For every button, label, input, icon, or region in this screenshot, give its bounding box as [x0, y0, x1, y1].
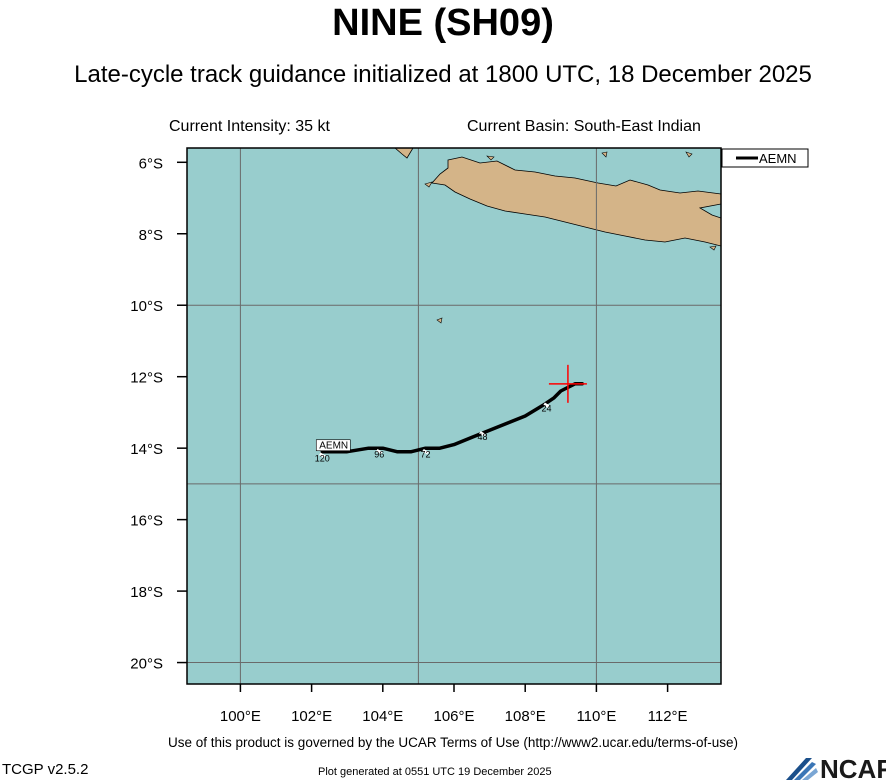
track-hour-label: 96	[374, 450, 384, 460]
track-line-aemn	[320, 382, 584, 454]
island-small	[424, 181, 433, 188]
track-map: 100°E 102°E 104°E 106°E 108°E 110°E 112°E 6°S 8…	[130, 147, 809, 725]
track-hour-tick	[375, 448, 383, 455]
island-small	[436, 317, 443, 324]
y-tick-label: 6°S	[139, 155, 163, 172]
y-axis: 6°S 8°S 10°S 12°S 14°S 16°S 18°S 20°S	[130, 155, 187, 673]
track-hour-label: 120	[315, 453, 330, 463]
land-masses	[394, 148, 721, 324]
ncar-logo-mark	[786, 758, 818, 780]
map-grid	[187, 148, 721, 684]
track-hour-label: 24	[542, 403, 552, 413]
sumatra-tip	[394, 148, 414, 159]
page-title: NINE (SH09)	[332, 2, 554, 44]
x-tick-label: 108°E	[505, 708, 546, 725]
track-hour-label: 48	[477, 432, 487, 442]
x-tick-label: 102°E	[291, 708, 332, 725]
current-basin: Current Basin: South-East Indian	[467, 118, 701, 135]
page-subtitle: Late-cycle track guidance initialized at…	[74, 61, 812, 88]
legend-box	[721, 148, 809, 168]
x-tick-label: 106°E	[433, 708, 474, 725]
current-intensity: Current Intensity: 35 kt	[169, 118, 330, 135]
island-small	[601, 151, 608, 158]
terms-of-use-notice: Use of this product is governed by the U…	[168, 735, 738, 750]
track-end-label: AEMN	[319, 441, 348, 452]
y-tick-label: 8°S	[139, 227, 163, 244]
legend-label-aemn: AEMN	[759, 151, 797, 166]
x-axis: 100°E 102°E 104°E 106°E 108°E 110°E 112°E	[220, 684, 688, 725]
java-island	[431, 156, 721, 247]
track-hour-tick	[479, 431, 486, 437]
y-tick-label: 12°S	[130, 370, 163, 387]
island-small	[486, 155, 495, 161]
current-position-marker	[548, 364, 587, 403]
track-end-label-box	[315, 439, 351, 452]
y-tick-label: 16°S	[130, 513, 163, 530]
legend: AEMN	[721, 148, 809, 168]
ncar-logo-text: NCAR	[820, 754, 886, 780]
y-tick-label: 18°S	[130, 584, 163, 601]
track-hour-tick	[422, 448, 429, 455]
track-hour-tick	[319, 452, 326, 459]
y-tick-label: 20°S	[130, 656, 163, 673]
x-tick-label: 110°E	[576, 708, 616, 725]
y-tick-label: 10°S	[130, 298, 163, 315]
x-tick-label: 112°E	[648, 708, 688, 725]
track-hour-tick	[543, 402, 550, 409]
y-tick-label: 14°S	[130, 441, 163, 458]
island-small	[709, 245, 717, 251]
generated-timestamp: Plot generated at 0551 UTC 19 December 2…	[318, 766, 552, 778]
version-label: TCGP v2.5.2	[2, 761, 89, 778]
track-hour-label: 72	[421, 450, 431, 460]
x-tick-label: 104°E	[362, 708, 403, 725]
x-tick-label: 100°E	[220, 708, 261, 725]
island-small	[685, 151, 693, 158]
ncar-logo: NCAR	[786, 754, 886, 780]
